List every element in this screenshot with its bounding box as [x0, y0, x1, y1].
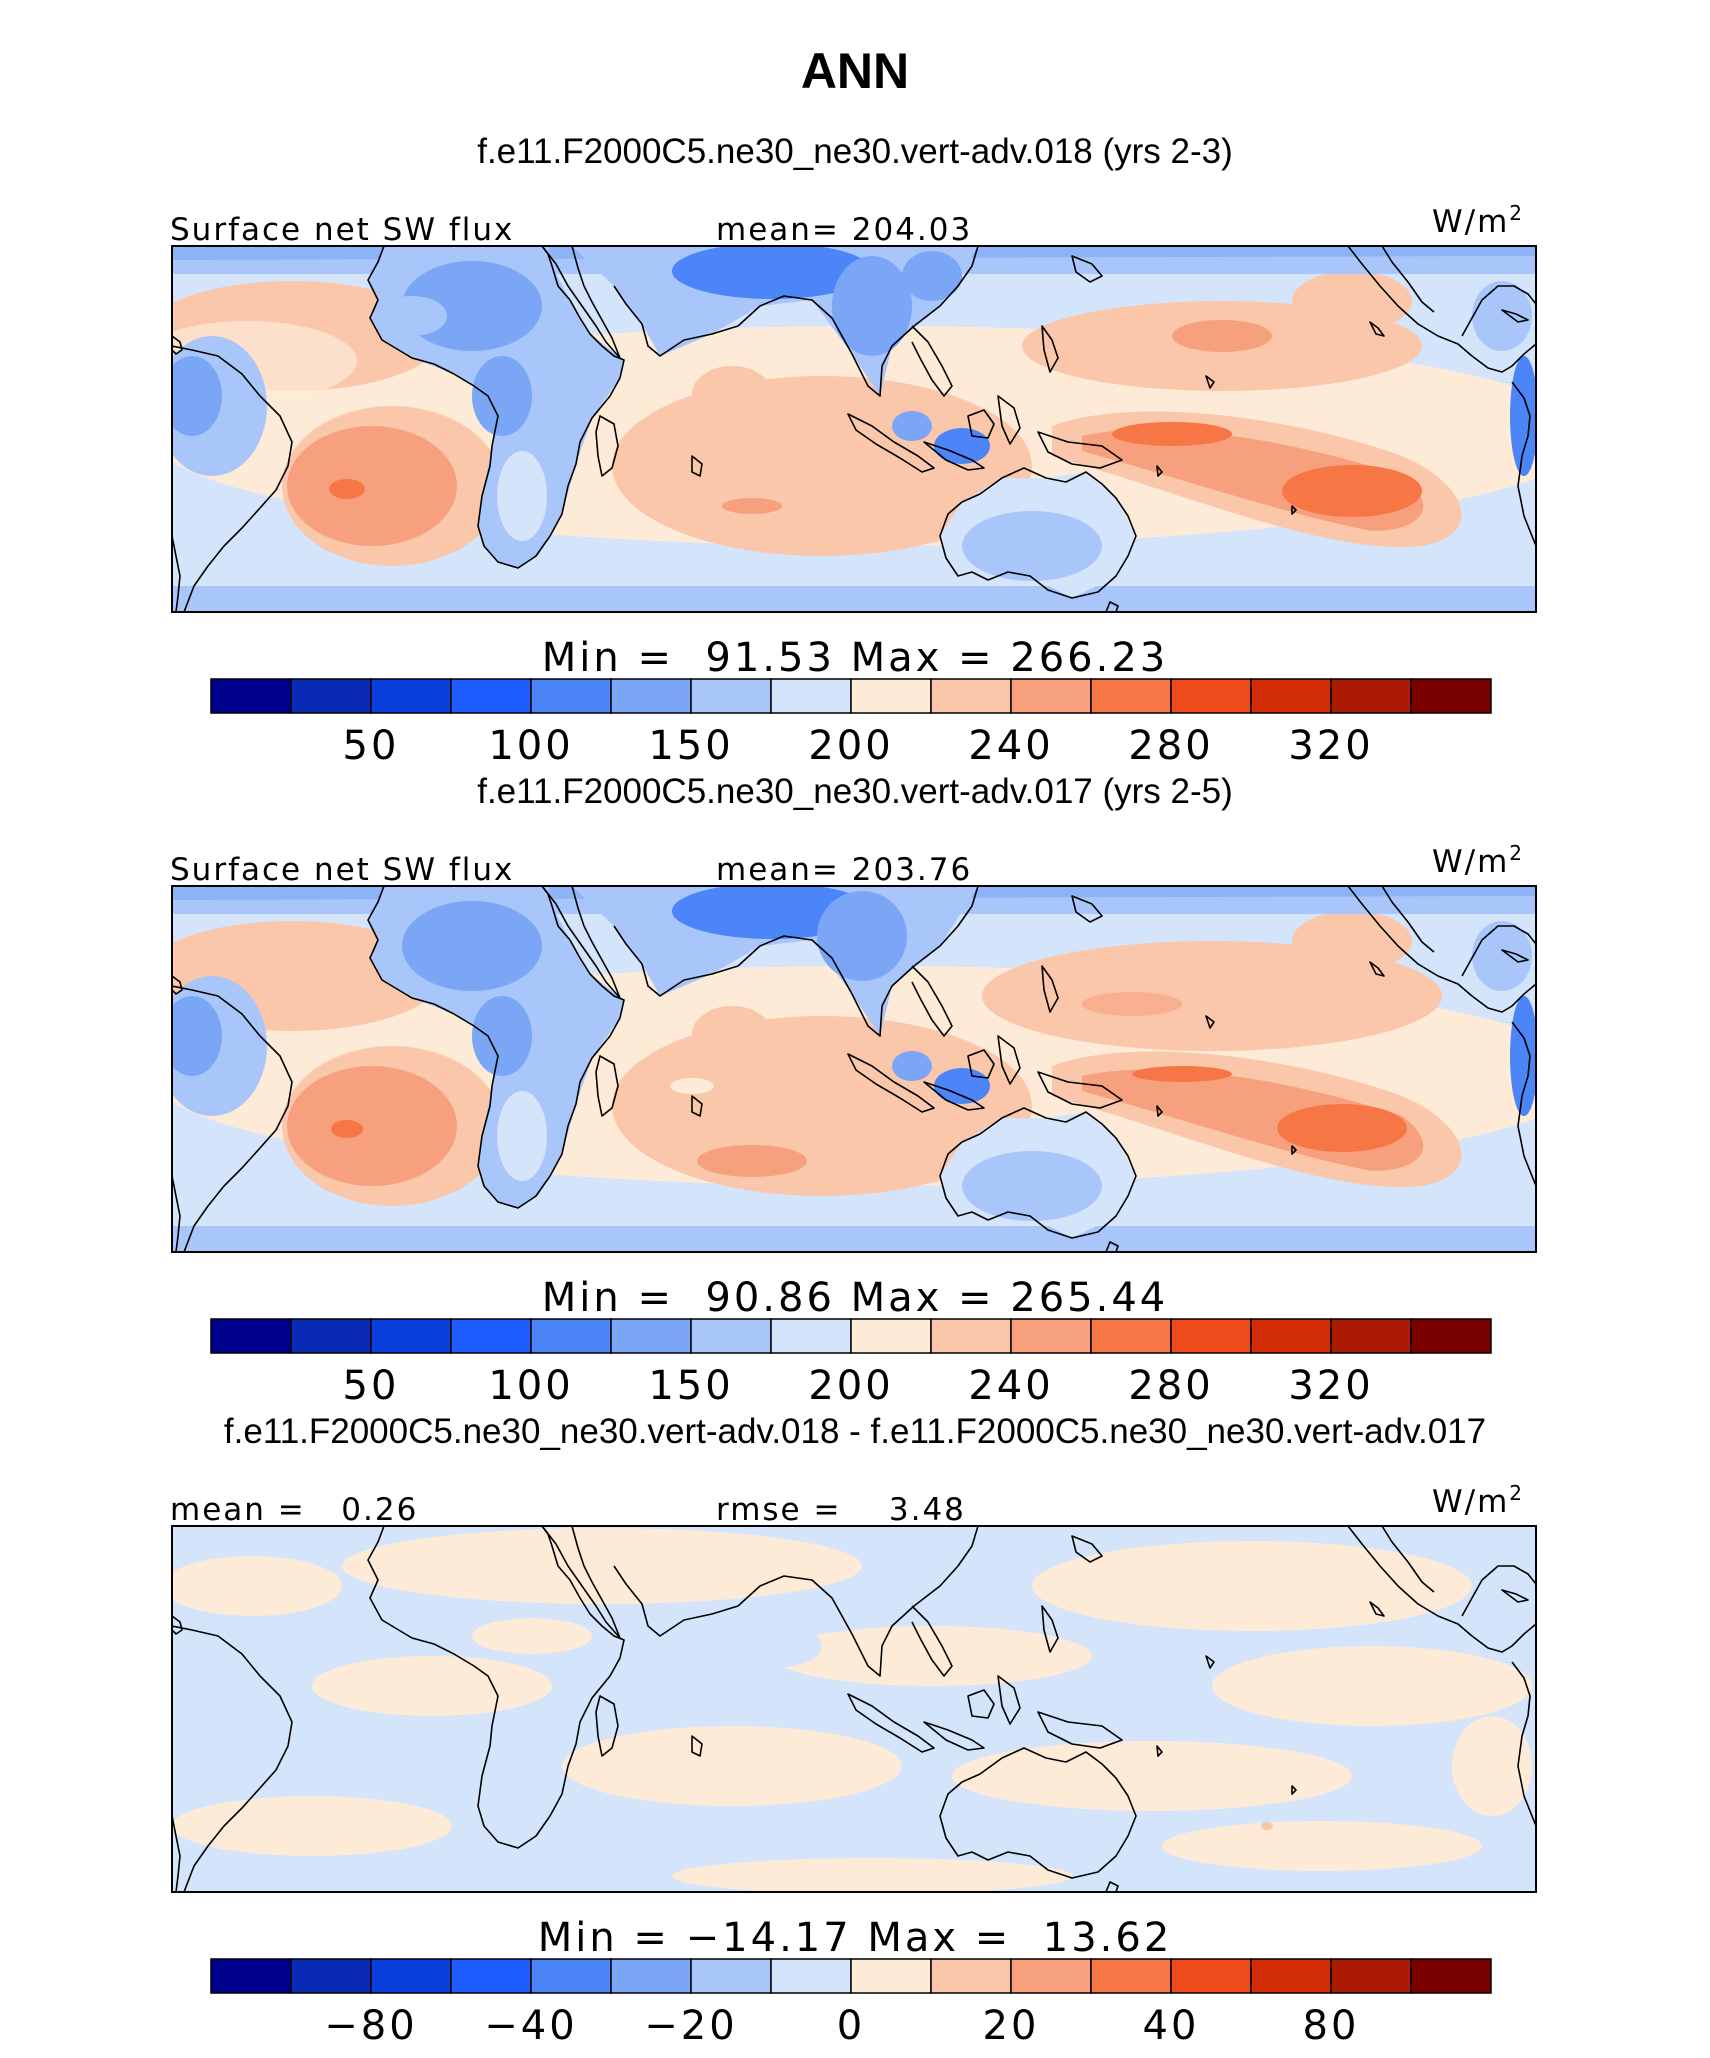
- colorbar-box: [210, 1318, 292, 1354]
- colorbar-box: [450, 1958, 532, 1994]
- colorbar-box: [1170, 1318, 1252, 1354]
- panel-2-case-title: f.e11.F2000C5.ne30_ne30.vert-adv.017 (yr…: [477, 772, 1233, 811]
- panel-1-mean-label: mean= 204.03: [716, 212, 972, 248]
- colorbar-box: [1330, 678, 1412, 714]
- colorbar-box: [1010, 1318, 1092, 1354]
- panel-2-mean-label: mean= 203.76: [716, 852, 972, 888]
- panel-3-colorbar: −80 −40 −20 0 20 40 80: [210, 1958, 1492, 2049]
- panel-3-case-title: f.e11.F2000C5.ne30_ne30.vert-adv.018 - f…: [224, 1412, 1486, 1451]
- panel-1-units: W/m2: [1432, 201, 1524, 240]
- panel-3-map: [171, 1525, 1537, 1893]
- colorbar-tick-label: 280: [1128, 1363, 1213, 1409]
- colorbar-box: [450, 1318, 532, 1354]
- colorbar-tick-label: 50: [343, 723, 400, 769]
- colorbar-box: [530, 678, 612, 714]
- colorbar-box: [1410, 1958, 1492, 1994]
- panel-1: f.e11.F2000C5.ne30_ne30.vert-adv.018 (yr…: [170, 132, 1537, 769]
- colorbar-tick-label: 240: [968, 723, 1053, 769]
- colorbar-box: [1170, 1958, 1252, 1994]
- colorbar-box: [290, 678, 372, 714]
- panel-1-case-title: f.e11.F2000C5.ne30_ne30.vert-adv.018 (yr…: [477, 132, 1233, 171]
- colorbar-box: [610, 1318, 692, 1354]
- colorbar-box: [690, 1958, 772, 1994]
- colorbar-tick-label: 200: [808, 1363, 893, 1409]
- colorbar-box: [530, 1318, 612, 1354]
- colorbar-box: [930, 1318, 1012, 1354]
- colorbar-box: [1330, 1958, 1412, 1994]
- colorbar-tick-label: 240: [968, 1363, 1053, 1409]
- colorbar-tick-label: −20: [644, 2003, 737, 2049]
- colorbar-box: [1250, 678, 1332, 714]
- colorbar-tick-label: 50: [343, 1363, 400, 1409]
- colorbar-box: [370, 1318, 452, 1354]
- colorbar-box: [610, 678, 692, 714]
- colorbar-tick-label: 150: [648, 1363, 733, 1409]
- figure-title: ANN: [801, 43, 909, 99]
- colorbar-tick-label: 200: [808, 723, 893, 769]
- colorbar-box: [770, 678, 852, 714]
- colorbar-box: [610, 1958, 692, 1994]
- panel-2-map: [171, 885, 1537, 1253]
- colorbar-box: [530, 1958, 612, 1994]
- colorbar-box: [1250, 1958, 1332, 1994]
- panel-3-mean-label: mean = 0.26: [170, 1492, 418, 1528]
- panel-1-minmax: Min = 91.53 Max = 266.23: [542, 635, 1168, 681]
- colorbar-box: [930, 1958, 1012, 1994]
- panel-3-units: W/m2: [1432, 1481, 1524, 1520]
- panel-3-minmax: Min = −14.17 Max = 13.62: [538, 1915, 1173, 1961]
- colorbar-box: [690, 1318, 772, 1354]
- colorbar-box: [1090, 1958, 1172, 1994]
- panel-1-map: [171, 245, 1537, 613]
- colorbar-box: [1090, 678, 1172, 714]
- colorbar-box: [930, 678, 1012, 714]
- colorbar-tick-label: 320: [1288, 1363, 1373, 1409]
- colorbar-box: [1330, 1318, 1412, 1354]
- colorbar-box: [850, 1958, 932, 1994]
- colorbar-tick-label: 100: [488, 1363, 573, 1409]
- colorbar-tick-label: 100: [488, 723, 573, 769]
- colorbar-tick-label: 320: [1288, 723, 1373, 769]
- colorbar-box: [370, 678, 452, 714]
- colorbar-box: [1010, 678, 1092, 714]
- panel-1-variable-label: Surface net SW flux: [170, 212, 514, 248]
- colorbar-box: [1010, 1958, 1092, 1994]
- colorbar-tick-label: 150: [648, 723, 733, 769]
- colorbar-box: [210, 678, 292, 714]
- panel-2-colorbar: 50 100 150 200 240 280 320: [210, 1318, 1492, 1409]
- colorbar-tick-label: 80: [1303, 2003, 1360, 2049]
- colorbar-box: [1410, 1318, 1492, 1354]
- colorbar-box: [850, 678, 932, 714]
- colorbar-box: [1410, 678, 1492, 714]
- colorbar-box: [1250, 1318, 1332, 1354]
- colorbar-tick-label: 40: [1143, 2003, 1200, 2049]
- colorbar-box: [1090, 1318, 1172, 1354]
- colorbar-box: [770, 1958, 852, 1994]
- colorbar-box: [290, 1318, 372, 1354]
- colorbar-box: [450, 678, 532, 714]
- panel-1-colorbar: 50 100 150 200 240 280 320: [210, 678, 1492, 769]
- colorbar-box: [210, 1958, 292, 1994]
- colorbar-box: [1170, 678, 1252, 714]
- colorbar-tick-label: −40: [484, 2003, 577, 2049]
- colorbar-tick-label: 280: [1128, 723, 1213, 769]
- colorbar-tick-label: 20: [983, 2003, 1040, 2049]
- colorbar-box: [770, 1318, 852, 1354]
- panel-2: f.e11.F2000C5.ne30_ne30.vert-adv.017 (yr…: [170, 772, 1537, 1409]
- colorbar-box: [370, 1958, 452, 1994]
- colorbar-tick-label: 0: [837, 2003, 865, 2049]
- panel-2-minmax: Min = 90.86 Max = 265.44: [542, 1275, 1168, 1321]
- panel-2-variable-label: Surface net SW flux: [170, 852, 514, 888]
- colorbar-box: [290, 1958, 372, 1994]
- panel-3-rmse-label: rmse = 3.48: [716, 1492, 966, 1528]
- panel-2-units: W/m2: [1432, 841, 1524, 880]
- colorbar-box: [690, 678, 772, 714]
- colorbar-tick-label: −80: [324, 2003, 417, 2049]
- colorbar-box: [850, 1318, 932, 1354]
- panel-3: f.e11.F2000C5.ne30_ne30.vert-adv.018 - f…: [170, 1412, 1537, 2049]
